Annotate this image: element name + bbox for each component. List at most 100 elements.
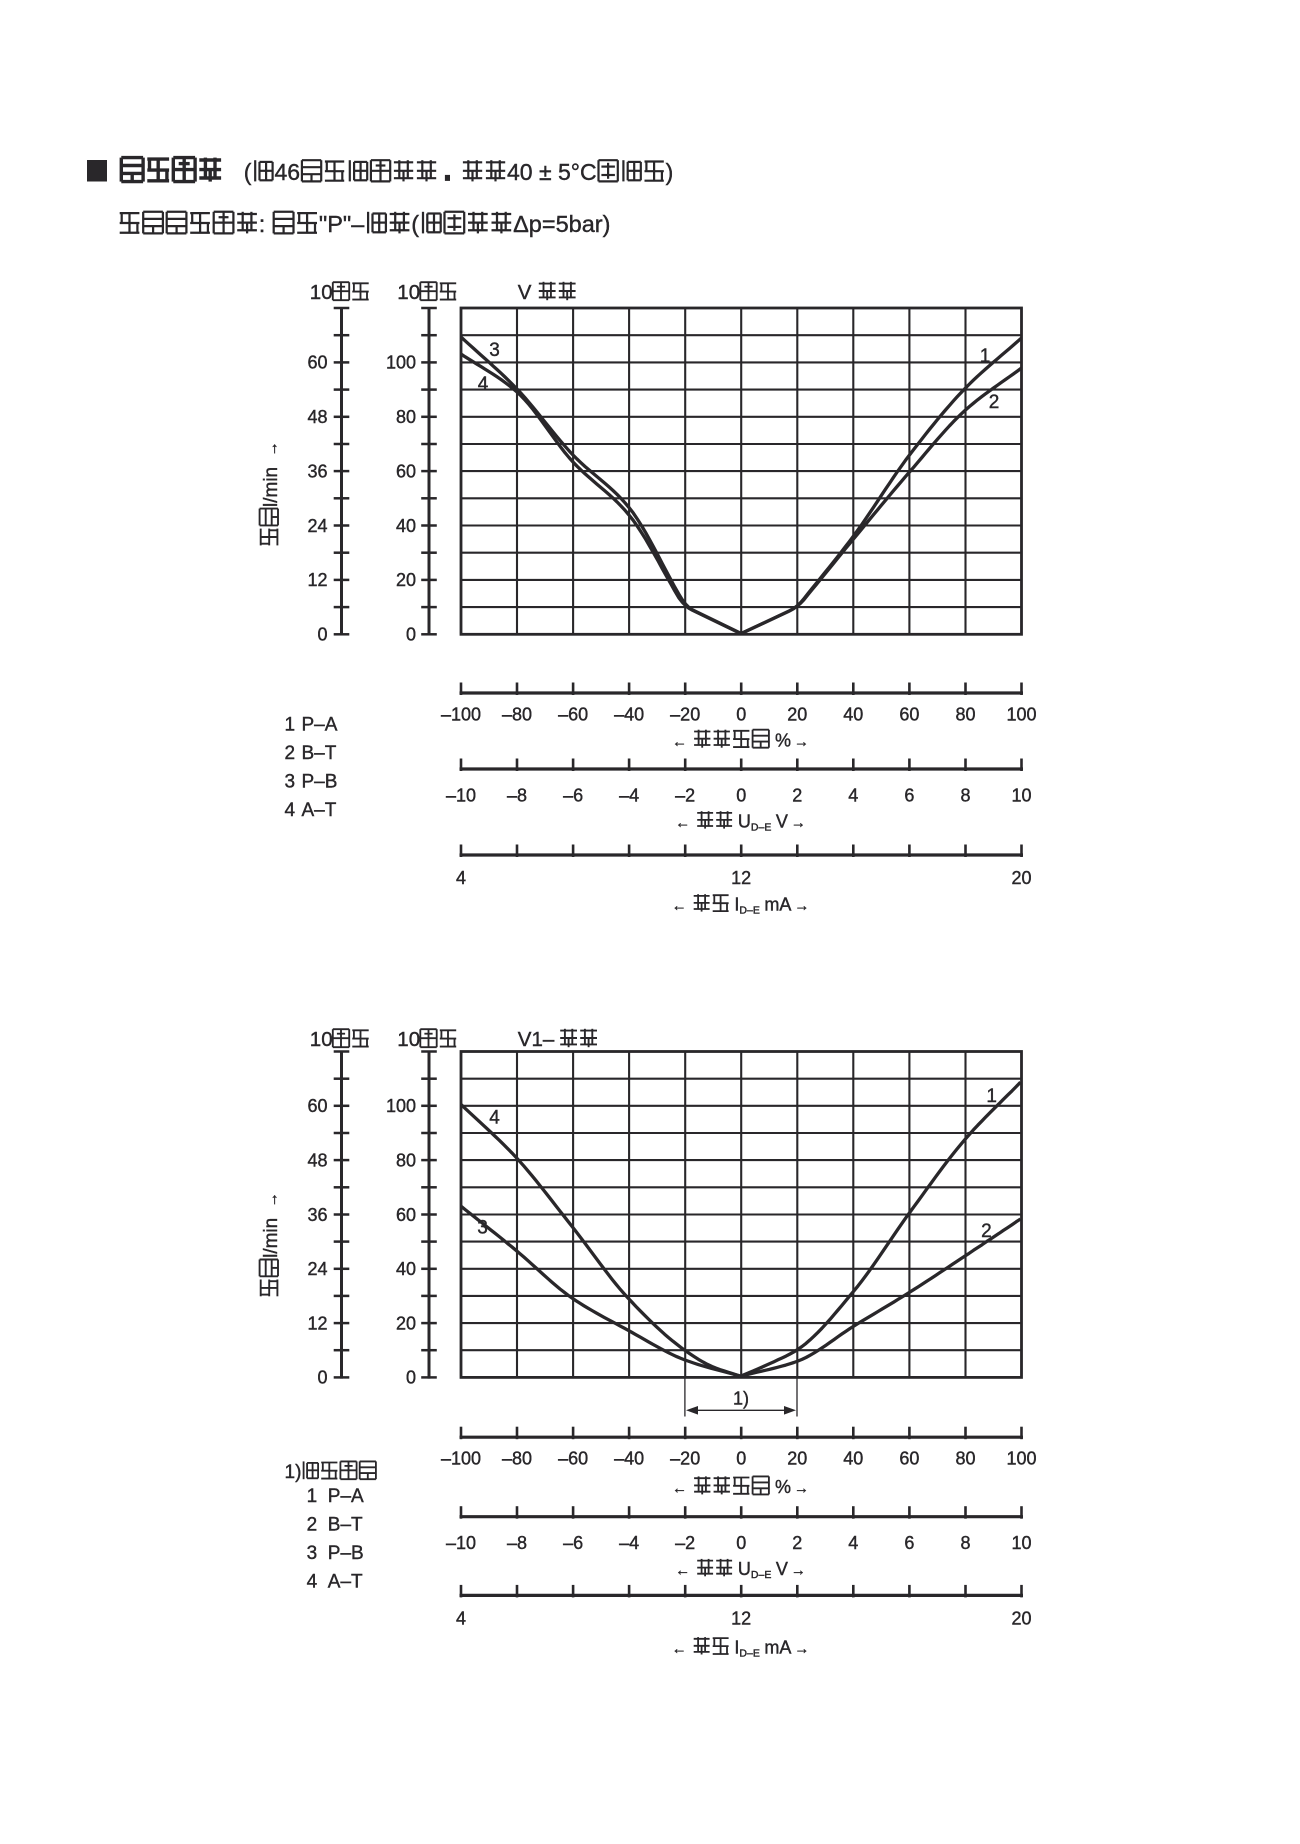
svg-text:12: 12	[307, 1313, 327, 1333]
svg-text:4: 4	[285, 800, 296, 821]
svg-text:12: 12	[307, 570, 327, 590]
svg-text:–4: –4	[619, 786, 639, 806]
svg-text:0: 0	[317, 625, 327, 645]
svg-text:0: 0	[736, 1449, 746, 1469]
svg-text:→: →	[264, 441, 281, 456]
svg-text:12: 12	[731, 868, 751, 888]
svg-text:0: 0	[406, 1368, 416, 1388]
svg-text:V: V	[776, 812, 788, 832]
svg-text:100: 100	[386, 1096, 416, 1116]
svg-text:–80: –80	[502, 1449, 532, 1469]
svg-text:"P"–: "P"–	[319, 211, 365, 237]
svg-text:1: 1	[307, 1486, 318, 1507]
svg-text:48: 48	[307, 1150, 327, 1170]
svg-text:1: 1	[986, 1086, 997, 1107]
svg-text:): )	[666, 159, 674, 185]
svg-text:2: 2	[792, 786, 802, 806]
svg-text:2: 2	[981, 1221, 992, 1242]
svg-text:P–B: P–B	[302, 772, 338, 793]
svg-text:←: ←	[672, 898, 687, 915]
svg-text:10: 10	[397, 1028, 420, 1051]
svg-text:0: 0	[736, 786, 746, 806]
svg-text:0: 0	[736, 1533, 746, 1553]
svg-text:1): 1)	[285, 1462, 302, 1483]
svg-text:→: →	[794, 1480, 809, 1497]
svg-text:→: →	[794, 1640, 809, 1657]
svg-text:10: 10	[1011, 786, 1031, 806]
svg-text:→: →	[264, 1192, 281, 1207]
svg-text:20: 20	[787, 1449, 807, 1469]
svg-text:P–A: P–A	[302, 715, 338, 736]
svg-text:D–E: D–E	[751, 1569, 771, 1581]
svg-text:←: ←	[672, 1640, 687, 1657]
svg-text:–8: –8	[507, 1533, 527, 1553]
svg-text:46: 46	[275, 159, 301, 185]
svg-text:10: 10	[1011, 1533, 1031, 1553]
svg-text:60: 60	[396, 461, 416, 481]
svg-text:12: 12	[731, 1608, 751, 1628]
svg-text:B–T: B–T	[302, 743, 337, 764]
svg-text:1: 1	[980, 346, 991, 367]
svg-text:–60: –60	[558, 705, 588, 725]
svg-text:20: 20	[1011, 1608, 1031, 1628]
svg-text:A–T: A–T	[302, 800, 337, 821]
svg-text:80: 80	[955, 705, 975, 725]
svg-text:0: 0	[317, 1368, 327, 1388]
svg-text:→: →	[794, 898, 809, 915]
svg-text:A–T: A–T	[328, 1572, 363, 1593]
svg-text:20: 20	[1011, 868, 1031, 888]
svg-text:(: (	[244, 159, 252, 185]
svg-text:10: 10	[397, 281, 420, 304]
svg-text:4: 4	[456, 1608, 466, 1628]
svg-text:4: 4	[489, 1108, 500, 1129]
svg-text:4: 4	[307, 1572, 318, 1593]
svg-text:3: 3	[477, 1218, 488, 1239]
svg-text:mA: mA	[764, 895, 791, 915]
svg-text:←: ←	[672, 734, 687, 751]
svg-text:I: I	[734, 895, 739, 915]
svg-text:60: 60	[307, 353, 327, 373]
svg-text:40: 40	[396, 1259, 416, 1279]
svg-text:3: 3	[489, 340, 500, 361]
svg-text:100: 100	[1006, 705, 1036, 725]
svg-text:40 ± 5°C: 40 ± 5°C	[507, 159, 597, 185]
svg-text:40: 40	[843, 1449, 863, 1469]
svg-text:80: 80	[396, 1150, 416, 1170]
svg-text:0: 0	[736, 705, 746, 725]
svg-text:U: U	[738, 812, 751, 832]
svg-text:l/min: l/min	[261, 1218, 282, 1258]
svg-text:24: 24	[307, 516, 327, 536]
svg-text:6: 6	[904, 1533, 914, 1553]
svg-text:1): 1)	[733, 1389, 749, 1409]
svg-text:mA: mA	[764, 1637, 791, 1657]
svg-text:36: 36	[307, 461, 327, 481]
svg-text:3: 3	[285, 772, 296, 793]
svg-text:(: (	[411, 211, 419, 237]
svg-text:20: 20	[396, 570, 416, 590]
svg-text:←: ←	[675, 1562, 690, 1579]
svg-text:10: 10	[310, 1028, 333, 1051]
svg-text:4: 4	[478, 374, 489, 395]
svg-text:60: 60	[396, 1205, 416, 1225]
svg-text:–10: –10	[446, 1533, 476, 1553]
svg-text:48: 48	[307, 407, 327, 427]
svg-text:–40: –40	[614, 1449, 644, 1469]
svg-text:–20: –20	[670, 1449, 700, 1469]
svg-text:100: 100	[1006, 1449, 1036, 1469]
svg-text:0: 0	[406, 625, 416, 645]
svg-text:24: 24	[307, 1259, 327, 1279]
svg-text:Δp=5bar): Δp=5bar)	[513, 211, 610, 237]
svg-text:P–A: P–A	[328, 1486, 364, 1507]
svg-text:10: 10	[310, 281, 333, 304]
svg-text:8: 8	[960, 786, 970, 806]
svg-text:–2: –2	[675, 786, 695, 806]
svg-text:8: 8	[960, 1533, 970, 1553]
svg-text:–80: –80	[502, 705, 532, 725]
svg-text:%: %	[775, 1477, 791, 1497]
svg-text:–40: –40	[614, 705, 644, 725]
svg-text:20: 20	[396, 1313, 416, 1333]
svg-text:3: 3	[307, 1543, 318, 1564]
svg-text:36: 36	[307, 1205, 327, 1225]
svg-text:←: ←	[675, 815, 690, 832]
svg-text:60: 60	[307, 1096, 327, 1116]
